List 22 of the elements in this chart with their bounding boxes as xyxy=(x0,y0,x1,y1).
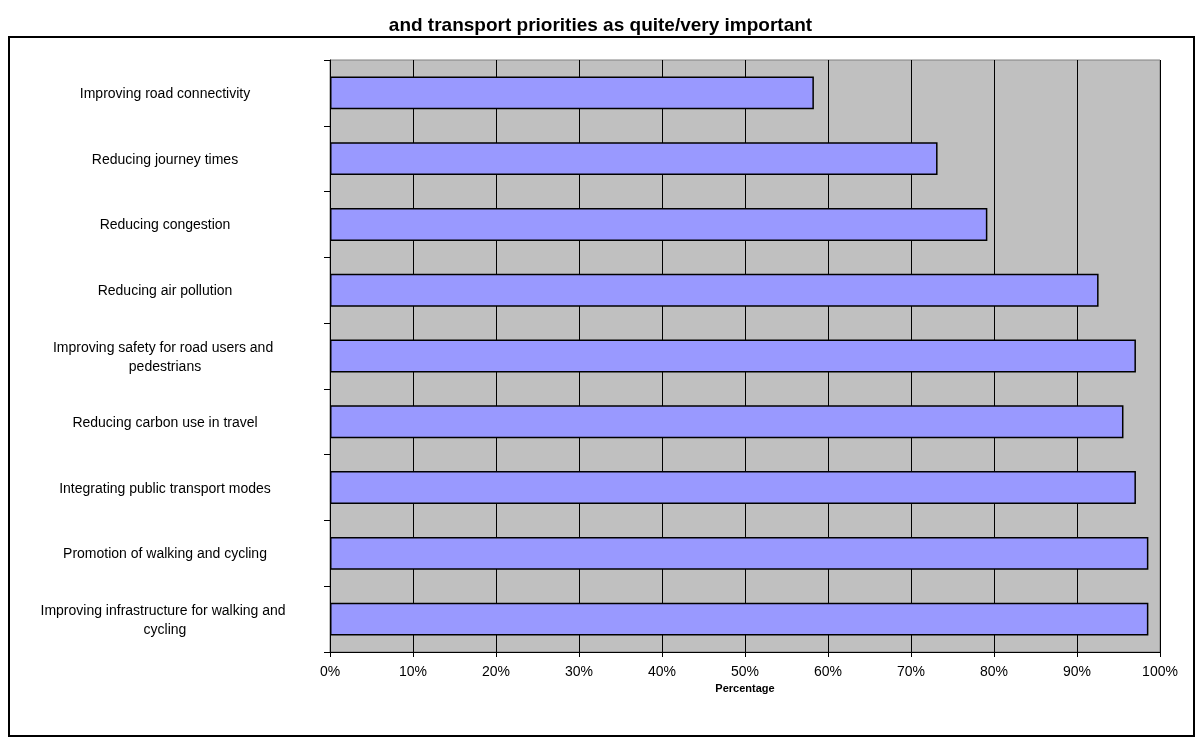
x-tick-label: 0% xyxy=(319,663,341,679)
y-tick-label: Integrating public transport modes xyxy=(59,479,271,496)
x-tick-label: 70% xyxy=(896,663,926,679)
x-tick-label: 100% xyxy=(1142,663,1178,679)
y-tick-label: Improving infrastructure for walking and cycling xyxy=(40,601,290,637)
y-tick-label: Improving road connectivity xyxy=(79,84,251,101)
chart-title: and transport priorities as quite/very important xyxy=(388,14,813,35)
y-tick-label: Reducing carbon use in travel xyxy=(72,413,258,430)
x-tick-label: 90% xyxy=(1062,663,1092,679)
y-tick-label: Reducing congestion xyxy=(99,216,231,233)
y-tick-label: Promotion of walking and cycling xyxy=(63,545,267,562)
y-tick-label: Reducing air pollution xyxy=(97,282,233,299)
x-tick-label: 40% xyxy=(647,663,677,679)
x-axis-title: Percentage xyxy=(715,682,775,695)
y-tick-label: Reducing journey times xyxy=(91,150,239,167)
x-tick-label: 50% xyxy=(730,663,760,679)
x-tick-label: 80% xyxy=(979,663,1009,679)
x-tick-label: 20% xyxy=(481,663,511,679)
y-tick-label: Improving safety for road users and pedestrians xyxy=(52,338,278,374)
x-tick-label: 10% xyxy=(398,663,428,679)
x-tick-label: 60% xyxy=(813,663,843,679)
x-tick-label: 30% xyxy=(564,663,594,679)
